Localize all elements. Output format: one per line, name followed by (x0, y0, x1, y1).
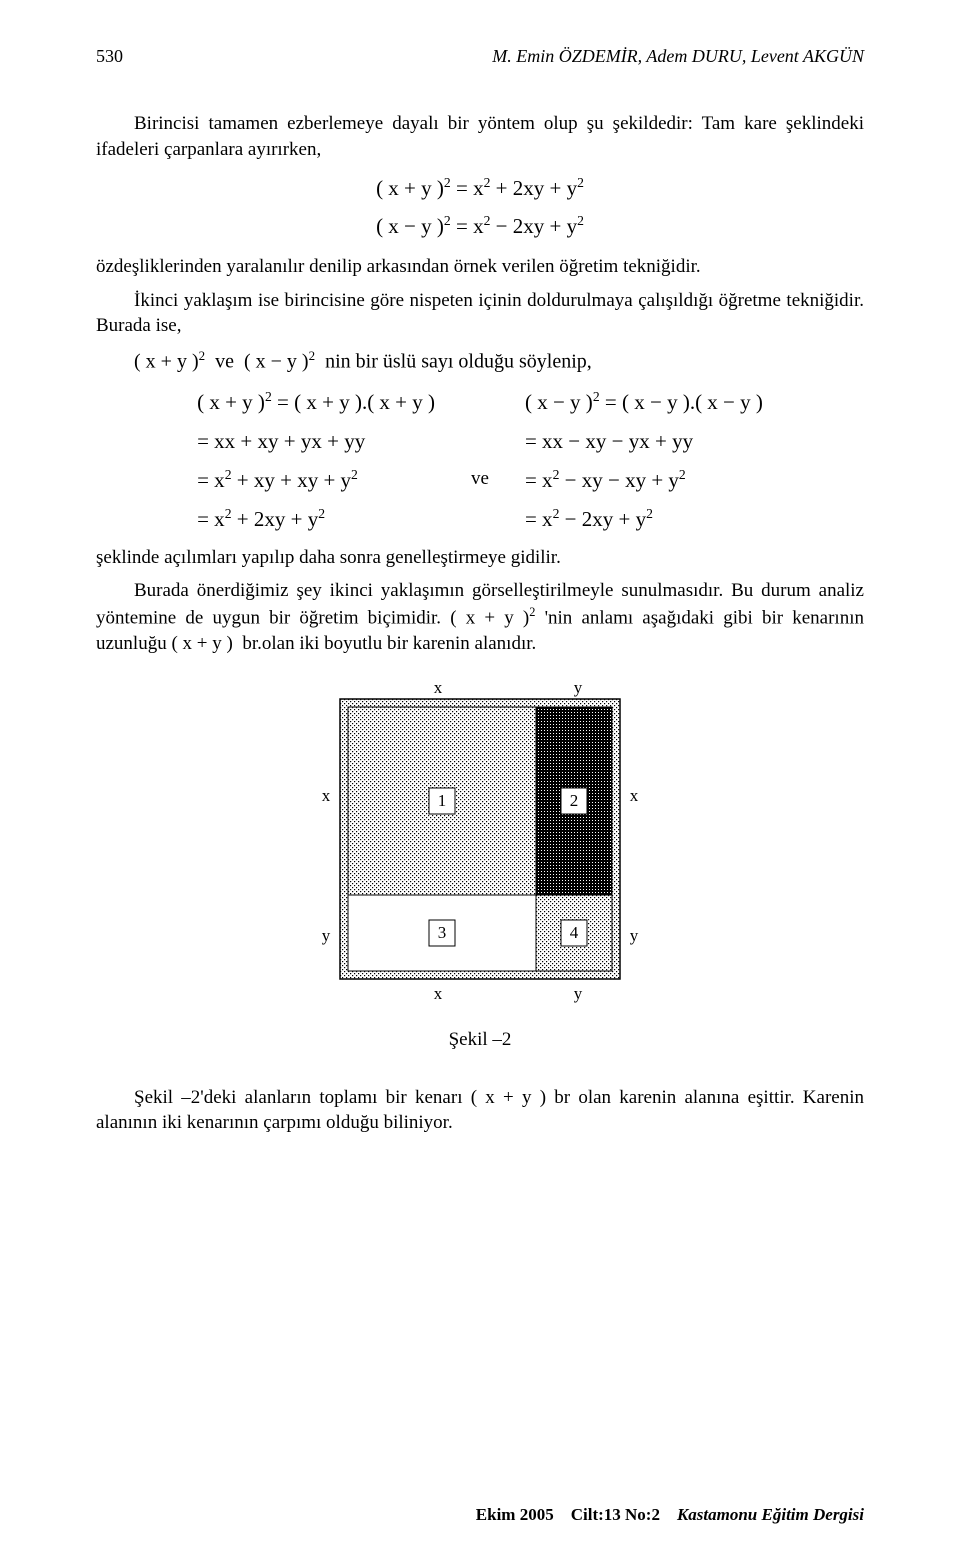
svg-text:2: 2 (570, 791, 579, 810)
exp-r-2: = xx − xy − yx + yy (525, 422, 763, 461)
exp-r-1: ( x − y )2 = ( x − y ).( x − y ) (525, 383, 763, 422)
paragraph-6: Şekil –2'deki alanların toplamı bir kena… (96, 1085, 864, 1136)
page: 530 M. Emin ÖZDEMİR, Adem DURU, Levent A… (0, 0, 960, 1559)
svg-text:y: y (630, 926, 639, 945)
figure-2-caption: Şekil –2 (96, 1029, 864, 1051)
figure-2-svg: 1 2 3 4 x y x y x y x y (300, 675, 660, 1015)
svg-text:4: 4 (570, 923, 579, 942)
exp-r-4: = x2 − 2xy + y2 (525, 500, 763, 539)
svg-text:y: y (322, 926, 331, 945)
svg-text:x: x (322, 786, 331, 805)
exp-l-2: = xx + xy + yx + yy (197, 422, 435, 461)
figure-2: 1 2 3 4 x y x y x y x y (96, 675, 864, 1015)
eq-1a: ( x + y )2 = x2 + 2xy + y2 (96, 170, 864, 208)
paragraph-2: özdeşliklerinden yaralanılır denilip ark… (96, 254, 864, 280)
exp-r-3: = x2 − xy − xy + y2 (525, 461, 763, 500)
expansion-columns: ( x + y )2 = ( x + y ).( x + y ) = xx + … (96, 383, 864, 538)
header-authors: M. Emin ÖZDEMİR, Adem DURU, Levent AKGÜN (492, 46, 864, 67)
expansion-ve: ve (471, 432, 489, 490)
equation-block-1: ( x + y )2 = x2 + 2xy + y2 ( x − y )2 = … (96, 170, 864, 246)
paragraph-1: Birincisi tamamen ezberlemeye dayalı bir… (96, 111, 864, 162)
svg-text:x: x (434, 678, 443, 697)
paragraph-4: şeklinde açılımları yapılıp daha sonra g… (96, 545, 864, 571)
paragraph-5: Burada önerdiğimiz şey ikinci yaklaşımın… (96, 578, 864, 656)
exp-l-4: = x2 + 2xy + y2 (197, 500, 435, 539)
footer-journal: Kastamonu Eğitim Dergisi (677, 1505, 864, 1524)
svg-text:3: 3 (438, 923, 447, 942)
line-squares: ( x + y )2 ve ( x − y )2 nin bir üslü sa… (96, 347, 864, 376)
svg-text:y: y (574, 984, 583, 1003)
expansion-left: ( x + y )2 = ( x + y ).( x + y ) = xx + … (197, 383, 435, 538)
svg-text:x: x (434, 984, 443, 1003)
svg-text:x: x (630, 786, 639, 805)
footer-vol: Cilt:13 No:2 (571, 1505, 660, 1524)
footer-date: Ekim 2005 (476, 1505, 554, 1524)
page-footer: Ekim 2005 Cilt:13 No:2 Kastamonu Eğitim … (476, 1505, 864, 1525)
expansion-right: ( x − y )2 = ( x − y ).( x − y ) = xx − … (525, 383, 763, 538)
page-number: 530 (96, 46, 123, 67)
exp-l-3: = x2 + xy + xy + y2 (197, 461, 435, 500)
running-header: 530 M. Emin ÖZDEMİR, Adem DURU, Levent A… (96, 46, 864, 67)
svg-text:y: y (574, 678, 583, 697)
svg-text:1: 1 (438, 791, 447, 810)
exp-l-1: ( x + y )2 = ( x + y ).( x + y ) (197, 383, 435, 422)
paragraph-3: İkinci yaklaşım ise birincisine göre nis… (96, 288, 864, 339)
eq-1b: ( x − y )2 = x2 − 2xy + y2 (96, 208, 864, 246)
